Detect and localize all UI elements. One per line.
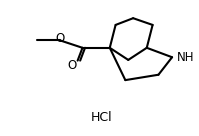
Text: NH: NH [177, 51, 194, 64]
Text: O: O [68, 59, 77, 72]
Text: HCl: HCl [91, 111, 113, 124]
Text: O: O [56, 32, 65, 45]
